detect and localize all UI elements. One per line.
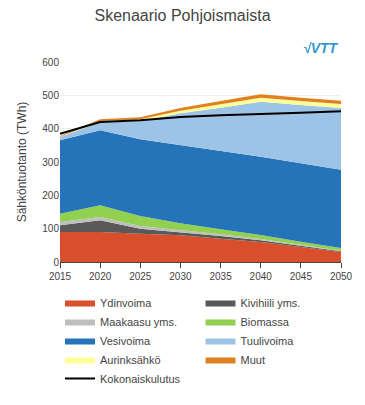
svg-text:500: 500 [42, 90, 59, 101]
svg-text:Muut: Muut [241, 354, 265, 366]
svg-text:300: 300 [42, 157, 59, 168]
svg-text:400: 400 [42, 123, 59, 134]
svg-text:100: 100 [42, 223, 59, 234]
svg-text:√VTT: √VTT [303, 40, 339, 56]
svg-text:Sähköntuotanto (TWh): Sähköntuotanto (TWh) [15, 102, 29, 223]
svg-text:2035: 2035 [209, 271, 232, 282]
svg-text:Biomassa: Biomassa [241, 316, 290, 328]
svg-text:2045: 2045 [290, 271, 313, 282]
svg-text:Skenaario Pohjoismaista: Skenaario Pohjoismaista [94, 7, 270, 24]
svg-text:0: 0 [53, 257, 59, 268]
svg-text:2025: 2025 [129, 271, 152, 282]
svg-text:Vesivoima: Vesivoima [100, 335, 151, 347]
svg-text:2015: 2015 [49, 271, 72, 282]
svg-text:600: 600 [42, 57, 59, 68]
svg-text:Maakaasu yms.: Maakaasu yms. [100, 316, 177, 328]
svg-text:Kokonaiskulutus: Kokonaiskulutus [100, 373, 181, 385]
svg-text:2040: 2040 [250, 271, 273, 282]
svg-text:2020: 2020 [89, 271, 112, 282]
svg-text:Aurinksähkö: Aurinksähkö [100, 354, 161, 366]
svg-text:2050: 2050 [330, 271, 353, 282]
svg-text:2030: 2030 [169, 271, 192, 282]
svg-text:Ydinvoima: Ydinvoima [100, 297, 152, 309]
svg-text:Tuulivoima: Tuulivoima [241, 335, 295, 347]
svg-text:200: 200 [42, 190, 59, 201]
svg-text:Kivihiili yms.: Kivihiili yms. [241, 297, 301, 309]
